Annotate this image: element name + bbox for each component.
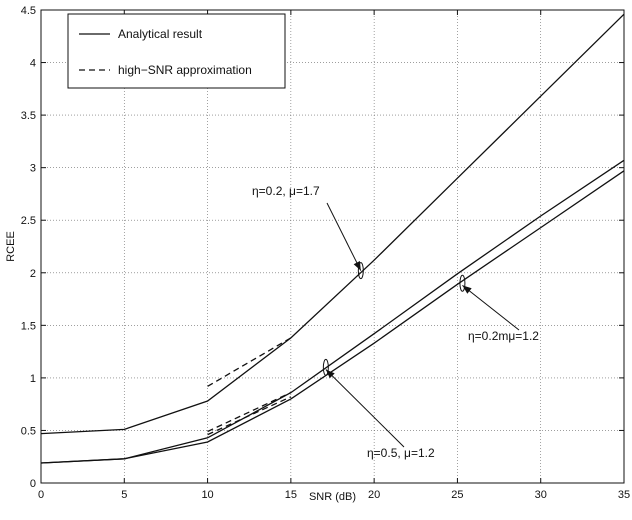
y-tick-label: 0.5	[21, 425, 36, 437]
x-tick-label: 25	[451, 489, 463, 501]
x-tick-label: 30	[535, 489, 547, 501]
x-tick-label: 35	[618, 489, 630, 501]
annotation-ellipse	[322, 358, 329, 376]
y-tick-label: 2	[30, 268, 36, 280]
y-tick-label: 1.5	[21, 320, 36, 332]
y-tick-label: 4	[30, 58, 36, 70]
analytical-series-line-1	[40, 159, 625, 464]
annotation-label-eta02-mu17: η=0.2, μ=1.7	[252, 184, 320, 198]
annotation-arrowhead	[462, 285, 472, 294]
annotation-arrow-line	[325, 369, 405, 448]
y-tick-label: 0	[30, 478, 36, 490]
annotation-ellipse	[459, 274, 466, 292]
plot-area-frame	[40, 9, 625, 484]
grid	[41, 10, 624, 483]
annotation-label-eta05-mu12: η=0.5, μ=1.2	[367, 446, 435, 460]
annotation-ellipse	[357, 262, 364, 280]
y-axis-label: RCEE	[5, 231, 17, 262]
ticks: 0 5 10 15 20 25 30 35 0 0.5 1 1.5 2 2.5 3 3.5 4 4.5	[21, 5, 630, 501]
annotation-label-eta02-mu12: η=0.2mμ=1.2	[468, 329, 539, 343]
x-tick-label: 10	[201, 489, 213, 501]
legend-box	[67, 13, 286, 89]
analytical-series-line-0	[40, 13, 625, 435]
y-tick-label: 4.5	[21, 5, 36, 17]
x-axis-label: SNR (dB)	[309, 491, 356, 503]
legend-entry-analytical-result: Analytical result	[118, 27, 203, 41]
annotation-arrowhead	[353, 261, 361, 271]
annotation-arrowhead	[325, 369, 335, 379]
approximation-series-line-5	[207, 396, 292, 436]
y-tick-label: 1	[30, 373, 36, 385]
series-group	[40, 13, 625, 464]
annotations	[322, 202, 520, 448]
y-tick-label: 3.5	[21, 110, 36, 122]
x-tick-label: 0	[38, 489, 44, 501]
legend-entry-high-snr-approximation: high−SNR approximation	[118, 63, 252, 77]
annotation-arrow-line	[326, 202, 362, 271]
x-tick-label: 5	[121, 489, 127, 501]
x-tick-label: 20	[368, 489, 380, 501]
legend: Analytical result high−SNR approximation	[67, 13, 286, 89]
y-tick-label: 2.5	[21, 215, 36, 227]
analytical-series-line-2	[40, 170, 625, 464]
approximation-series-line-3	[207, 337, 292, 387]
annotation-arrow-line	[462, 284, 520, 331]
x-tick-label: 15	[285, 489, 297, 501]
approximation-series-line-4	[207, 392, 292, 433]
y-tick-label: 3	[30, 163, 36, 175]
